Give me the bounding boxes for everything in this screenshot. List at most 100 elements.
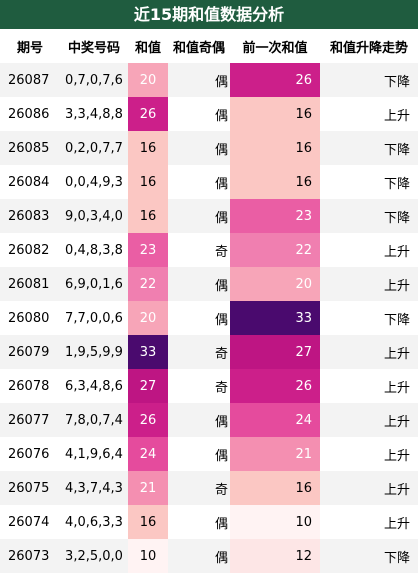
sum-cell: 16 — [128, 131, 168, 165]
parity-cell: 偶 — [214, 142, 228, 158]
parity-cell: 偶 — [214, 312, 228, 328]
prev-sum-cell: 26 — [230, 369, 320, 403]
winning-numbers-cell: 4,0,6,3,3 — [65, 514, 123, 530]
sum-cell: 27 — [128, 369, 168, 403]
trend-cell: 上升 — [383, 414, 410, 430]
parity-cell: 偶 — [214, 550, 228, 566]
prev-sum-cell: 23 — [230, 199, 320, 233]
issue-cell: 26087 — [8, 72, 50, 88]
issue-cell: 26082 — [8, 242, 50, 258]
issue-cell: 26073 — [8, 548, 50, 564]
issue-cell: 26085 — [8, 140, 50, 156]
table-row: 26079 1,9,5,9,9 33 奇 27 上升 — [0, 335, 418, 369]
table-row: 26082 0,4,8,3,8 23 奇 22 上升 — [0, 233, 418, 267]
winning-numbers-cell: 6,9,0,1,6 — [65, 276, 123, 292]
parity-cell: 偶 — [214, 278, 228, 294]
trend-cell: 上升 — [383, 380, 410, 396]
parity-cell: 偶 — [214, 414, 228, 430]
prev-sum-cell: 27 — [230, 335, 320, 369]
trend-cell: 上升 — [383, 448, 410, 464]
winning-numbers-cell: 4,3,7,4,3 — [65, 480, 123, 496]
issue-cell: 26074 — [8, 514, 50, 530]
prev-sum-cell: 16 — [230, 471, 320, 505]
sum-cell: 10 — [128, 539, 168, 573]
trend-cell: 下降 — [383, 176, 410, 192]
trend-cell: 下降 — [383, 550, 410, 566]
sum-cell: 16 — [128, 165, 168, 199]
winning-numbers-cell: 9,0,3,4,0 — [65, 208, 123, 224]
trend-cell: 下降 — [383, 74, 410, 90]
parity-cell: 偶 — [214, 516, 228, 532]
sum-cell: 33 — [128, 335, 168, 369]
winning-numbers-cell: 6,3,4,8,6 — [65, 378, 123, 394]
prev-sum-cell: 26 — [230, 63, 320, 97]
table-row: 26073 3,2,5,0,0 10 偶 12 下降 — [0, 539, 418, 573]
sum-cell: 20 — [128, 301, 168, 335]
parity-cell: 偶 — [214, 176, 228, 192]
header-issue: 期号 — [0, 30, 60, 63]
trend-cell: 下降 — [383, 142, 410, 158]
winning-numbers-cell: 4,1,9,6,4 — [65, 446, 123, 462]
winning-numbers-cell: 7,7,0,0,6 — [65, 310, 123, 326]
parity-cell: 偶 — [214, 74, 228, 90]
winning-numbers-cell: 0,2,0,7,7 — [65, 140, 123, 156]
sum-cell: 16 — [128, 505, 168, 539]
prev-sum-cell: 21 — [230, 437, 320, 471]
winning-numbers-cell: 0,4,8,3,8 — [65, 242, 123, 258]
prev-sum-cell: 33 — [230, 301, 320, 335]
sum-analysis-table: 期号 中奖号码 和值 和值奇偶 前一次和值 和值升降走势 26087 0,7,0,… — [0, 30, 418, 573]
issue-cell: 26083 — [8, 208, 50, 224]
sum-cell: 26 — [128, 97, 168, 131]
prev-sum-cell: 20 — [230, 267, 320, 301]
parity-cell: 偶 — [214, 108, 228, 124]
header-numbers: 中奖号码 — [60, 30, 128, 63]
header-parity: 和值奇偶 — [168, 30, 230, 63]
issue-cell: 26075 — [8, 480, 50, 496]
trend-cell: 上升 — [383, 108, 410, 124]
sum-cell: 24 — [128, 437, 168, 471]
table-header-row: 期号 中奖号码 和值 和值奇偶 前一次和值 和值升降走势 — [0, 30, 418, 63]
sum-cell: 21 — [128, 471, 168, 505]
parity-cell: 奇 — [214, 244, 228, 260]
table-row: 26087 0,7,0,7,6 20 偶 26 下降 — [0, 63, 418, 97]
table-row: 26074 4,0,6,3,3 16 偶 10 上升 — [0, 505, 418, 539]
sum-cell: 26 — [128, 403, 168, 437]
issue-cell: 26086 — [8, 106, 50, 122]
header-sum: 和值 — [128, 30, 168, 63]
prev-sum-cell: 16 — [230, 97, 320, 131]
prev-sum-cell: 16 — [230, 131, 320, 165]
sum-cell: 16 — [128, 199, 168, 233]
winning-numbers-cell: 0,7,0,7,6 — [65, 72, 123, 88]
prev-sum-cell: 22 — [230, 233, 320, 267]
trend-cell: 下降 — [383, 312, 410, 328]
parity-cell: 奇 — [214, 482, 228, 498]
trend-cell: 下降 — [383, 210, 410, 226]
parity-cell: 奇 — [214, 380, 228, 396]
table-row: 26083 9,0,3,4,0 16 偶 23 下降 — [0, 199, 418, 233]
table-body: 26087 0,7,0,7,6 20 偶 26 下降 26086 3,3,4,8,8 26 偶 16… — [0, 63, 418, 573]
table-row: 26085 0,2,0,7,7 16 偶 16 下降 — [0, 131, 418, 165]
winning-numbers-cell: 0,0,4,9,3 — [65, 174, 123, 190]
sum-cell: 22 — [128, 267, 168, 301]
winning-numbers-cell: 1,9,5,9,9 — [65, 344, 123, 360]
winning-numbers-cell: 7,8,0,7,4 — [65, 412, 123, 428]
sum-cell: 20 — [128, 63, 168, 97]
issue-cell: 26078 — [8, 378, 50, 394]
table-row: 26081 6,9,0,1,6 22 偶 20 上升 — [0, 267, 418, 301]
trend-cell: 上升 — [383, 244, 410, 260]
table-row: 26078 6,3,4,8,6 27 奇 26 上升 — [0, 369, 418, 403]
sum-cell: 23 — [128, 233, 168, 267]
trend-cell: 上升 — [383, 278, 410, 294]
winning-numbers-cell: 3,3,4,8,8 — [65, 106, 123, 122]
parity-cell: 奇 — [214, 346, 228, 362]
issue-cell: 26079 — [8, 344, 50, 360]
table-row: 26086 3,3,4,8,8 26 偶 16 上升 — [0, 97, 418, 131]
prev-sum-cell: 12 — [230, 539, 320, 573]
table-row: 26080 7,7,0,0,6 20 偶 33 下降 — [0, 301, 418, 335]
trend-cell: 上升 — [383, 516, 410, 532]
table-row: 26084 0,0,4,9,3 16 偶 16 下降 — [0, 165, 418, 199]
table-row: 26075 4,3,7,4,3 21 奇 16 上升 — [0, 471, 418, 505]
table-row: 26076 4,1,9,6,4 24 偶 21 上升 — [0, 437, 418, 471]
parity-cell: 偶 — [214, 210, 228, 226]
